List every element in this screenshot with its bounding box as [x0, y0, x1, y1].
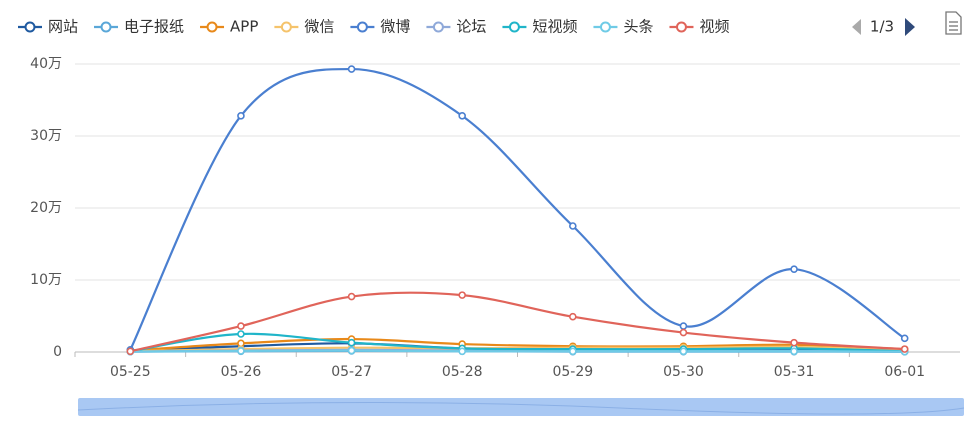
- legend-item[interactable]: APP: [200, 18, 258, 36]
- legend-item[interactable]: 微信: [274, 18, 334, 36]
- y-tick-label: 30万: [30, 128, 62, 144]
- legend-label: 视频: [699, 18, 729, 36]
- data-point: [569, 347, 577, 356]
- x-tick-label: 05-28: [442, 364, 483, 380]
- legend-label: 网站: [48, 18, 78, 36]
- data-zoom[interactable]: [77, 398, 965, 416]
- legend-label: 头条: [623, 18, 653, 36]
- legend-swatch-dot: [24, 21, 36, 33]
- data-point: [569, 222, 577, 230]
- data-point: [790, 265, 798, 274]
- x-tick-label: 05-27: [331, 364, 372, 380]
- data-point: [900, 345, 909, 353]
- data-point: [237, 330, 245, 338]
- data-point: [458, 347, 466, 356]
- x-tick-label: 05-29: [552, 364, 593, 380]
- data-point: [347, 65, 356, 73]
- y-tick-label: 10万: [30, 272, 62, 288]
- legend-swatch-dot: [280, 21, 292, 33]
- legend-item[interactable]: 视频: [669, 18, 729, 36]
- legend-swatch-dot: [356, 21, 368, 33]
- data-point: [347, 346, 356, 355]
- y-tick-label: 20万: [30, 200, 62, 216]
- legend-swatch-dot: [432, 21, 444, 33]
- save-icon[interactable]: [945, 11, 962, 35]
- data-point: [679, 322, 688, 330]
- series-line: [130, 332, 905, 353]
- data-point: [679, 347, 688, 356]
- legend-label: 短视频: [532, 18, 577, 36]
- series-line: [130, 291, 905, 353]
- data-point: [569, 312, 577, 321]
- x-tick-label: 05-31: [774, 364, 815, 380]
- series-line: [129, 67, 906, 351]
- x-tick-label: 06-01: [884, 364, 925, 380]
- legend-item[interactable]: 网站: [18, 18, 78, 36]
- data-point: [900, 334, 909, 343]
- data-point: [458, 291, 466, 299]
- legend-page: 1/3: [870, 18, 894, 36]
- legend-label: APP: [230, 18, 258, 36]
- legend-label: 论坛: [456, 18, 486, 36]
- legend-item[interactable]: 短视频: [502, 18, 577, 36]
- legend-swatch-dot: [100, 21, 112, 33]
- data-point: [458, 112, 466, 120]
- x-tick-label: 05-25: [110, 364, 151, 380]
- data-point: [790, 338, 798, 347]
- legend-label: 微博: [380, 18, 410, 36]
- data-point: [237, 112, 245, 120]
- series-line: [130, 349, 905, 353]
- legend-swatch-dot: [206, 21, 218, 33]
- legend-label: 微信: [304, 18, 334, 36]
- legend-swatch-dot: [675, 21, 687, 33]
- data-point: [237, 347, 245, 355]
- y-tick-label: 40万: [30, 56, 62, 72]
- legend-item[interactable]: 论坛: [426, 18, 486, 36]
- legend-next[interactable]: [905, 18, 915, 36]
- data-point: [790, 347, 798, 356]
- legend-item[interactable]: 电子报纸: [94, 18, 184, 36]
- data-point: [237, 322, 245, 330]
- series-line: [130, 337, 905, 352]
- x-tick-label: 05-30: [663, 364, 704, 380]
- legend: 网站 电子报纸 APP 微信 微博 论坛 短视频 头条 视频: [18, 18, 729, 36]
- legend-prev[interactable]: [852, 19, 861, 35]
- data-point: [679, 328, 688, 337]
- legend-swatch-dot: [508, 21, 520, 33]
- legend-swatch-dot: [599, 21, 611, 33]
- x-tick-label: 05-26: [221, 364, 262, 380]
- legend-item[interactable]: 微博: [350, 18, 410, 36]
- data-point: [347, 338, 356, 347]
- legend-item[interactable]: 头条: [593, 18, 653, 36]
- data-point: [347, 292, 356, 301]
- legend-label: 电子报纸: [124, 18, 184, 36]
- data-point: [126, 347, 135, 356]
- y-tick-label: 0: [53, 344, 62, 360]
